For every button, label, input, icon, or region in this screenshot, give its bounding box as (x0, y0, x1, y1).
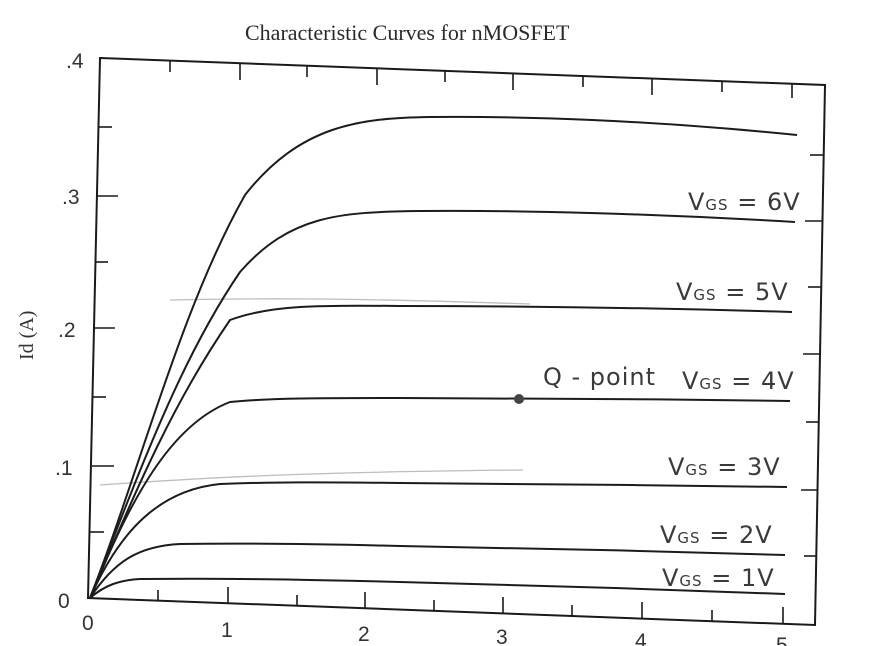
vgs1-label: VGS = 1V (662, 564, 775, 592)
curve-top (89, 115, 798, 599)
curves (89, 115, 798, 599)
svg-text:1: 1 (221, 619, 233, 642)
curve-vgs2 (89, 542, 786, 599)
x-axis-ticks (157, 587, 784, 624)
svg-text:.4: .4 (66, 50, 84, 73)
curve-vgs4 (89, 396, 791, 599)
pencil-guide-line (169, 298, 531, 305)
curve-vgs3 (89, 481, 788, 599)
x-tick-labels: 0 1 2 3 4 5 (82, 612, 788, 646)
svg-text:0: 0 (82, 612, 94, 635)
x-axis-ticks-top (169, 61, 793, 98)
vgs4-label: VGS = 4V (682, 367, 795, 395)
vgs2-label: VGS = 2V (660, 521, 773, 549)
chart-title: Characteristic Curves for nMOSFET (245, 20, 570, 45)
curve-vgs1 (89, 577, 786, 599)
svg-text:.3: .3 (62, 186, 80, 209)
q-point-marker (514, 394, 524, 404)
curve-vgs5 (89, 304, 793, 599)
svg-text:2: 2 (358, 623, 370, 646)
svg-text:3: 3 (496, 626, 508, 646)
y-axis-ticks-right (801, 154, 823, 557)
vgs6-label: VGS = 6V (688, 188, 801, 216)
vgs-labels: VGS = 6V VGS = 5V VGS = 4V VGS = 3V VGS … (660, 188, 801, 592)
svg-text:.2: .2 (58, 319, 76, 342)
svg-text:5: 5 (776, 634, 788, 646)
q-point-label: Q - point (543, 363, 656, 391)
vgs3-label: VGS = 3V (668, 453, 781, 481)
curve-vgs6 (89, 209, 796, 599)
y-axis-ticks (90, 126, 118, 533)
y-axis-label: Id (A) (16, 311, 38, 360)
svg-text:4: 4 (635, 630, 647, 646)
svg-text:0: 0 (58, 590, 70, 613)
y-tick-labels: .4 .3 .2 .1 0 (55, 50, 84, 613)
svg-text:.1: .1 (55, 457, 73, 480)
vgs5-label: VGS = 5V (676, 278, 789, 306)
